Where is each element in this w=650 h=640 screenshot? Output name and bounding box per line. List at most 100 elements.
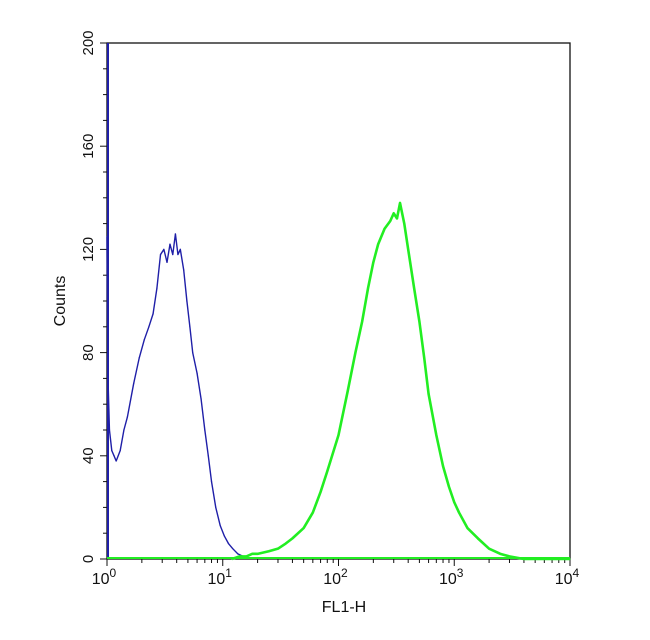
series-point-green (488, 548, 490, 550)
y-tick-label: 160 (80, 134, 97, 159)
x-tick-label-exponent: 3 (457, 566, 464, 580)
series-point-blue (115, 460, 117, 462)
series-point-blue (143, 339, 145, 341)
series-point-green (407, 248, 409, 250)
x-tick-label: 104 (555, 566, 580, 588)
series-point-green (435, 434, 437, 436)
series-point-green (256, 553, 259, 555)
y-tick-label: 80 (80, 344, 97, 361)
series-point-blue (186, 300, 188, 302)
x-tick-label-base: 10 (92, 571, 110, 588)
x-axis-ticks (106, 559, 571, 566)
series-point-blue (215, 506, 217, 508)
series-point-green (268, 550, 270, 552)
x-tick-label-exponent: 1 (225, 566, 232, 580)
y-axis-ticks (100, 42, 107, 560)
series-point-blue (156, 287, 158, 289)
series-point-blue (119, 450, 121, 452)
series-point-green (466, 527, 469, 529)
series-point-blue (169, 243, 171, 245)
series-point-blue (133, 382, 135, 385)
series-point-green (337, 434, 340, 436)
x-tick-label: 103 (439, 566, 464, 588)
series-point-green (448, 486, 450, 488)
x-tick-label: 100 (92, 566, 117, 588)
series-point-blue (179, 248, 181, 250)
series-point-green (319, 491, 322, 493)
series-point-green (285, 542, 287, 545)
series-point-green (396, 217, 398, 220)
y-axis-label: Counts (52, 276, 69, 327)
series-point-blue (223, 535, 225, 537)
x-axis-tick-labels: 100 101 102 103 104 (92, 566, 580, 588)
series-point-green (508, 555, 511, 558)
series-point-green (303, 527, 305, 529)
series-point-blue (177, 253, 179, 256)
series-group (106, 43, 571, 561)
series-point-blue (159, 253, 162, 256)
series-point-green (354, 352, 357, 354)
x-tick-label-base: 10 (439, 571, 457, 588)
series-point-blue (207, 455, 209, 457)
series-point-green (377, 243, 379, 245)
series-point-blue (111, 450, 113, 452)
series-point-green (399, 202, 401, 204)
series-point-green (413, 287, 415, 289)
series-point-blue (192, 352, 194, 354)
x-tick-label-base: 10 (555, 571, 573, 588)
series-point-green (393, 212, 395, 214)
series-point-green (291, 537, 294, 539)
series-point-blue (204, 429, 206, 431)
series-point-green (326, 470, 328, 472)
series-point-blue (123, 429, 125, 431)
x-tick-label: 101 (208, 566, 233, 588)
series-point-blue (237, 553, 239, 555)
series-point-blue (174, 233, 177, 235)
series-point-blue (138, 357, 140, 359)
series-point-green (499, 553, 501, 555)
series-point-green (245, 555, 247, 558)
series-point-green (277, 548, 279, 550)
series-point-blue (166, 261, 168, 263)
series-point-green (312, 511, 314, 514)
series-point-green (251, 553, 253, 555)
x-tick-label-base: 10 (323, 571, 341, 588)
series-point-blue (108, 429, 111, 431)
series-point-blue (126, 416, 128, 418)
series-point-green (477, 537, 479, 539)
series-point-green (458, 511, 460, 514)
series-point-green (418, 321, 421, 323)
x-tick-label: 102 (323, 566, 348, 588)
y-axis-tick-labels: 0 40 80 120 160 200 (80, 30, 97, 563)
x-axis-label: FL1-H (322, 599, 366, 616)
x-tick-label-exponent: 4 (573, 566, 580, 580)
series-point-green (239, 555, 241, 558)
series-point-green (389, 220, 391, 222)
series-point-green (427, 393, 430, 395)
y-tick-label: 40 (80, 447, 97, 464)
x-tick-label-exponent: 2 (341, 566, 348, 580)
x-tick-label-base: 10 (208, 571, 226, 588)
y-tick-label: 0 (80, 555, 97, 563)
series-point-blue (163, 248, 165, 250)
series-point-blue (183, 269, 185, 271)
series-point-blue (189, 326, 191, 328)
y-tick-label: 120 (80, 237, 97, 262)
series-point-green (383, 228, 386, 230)
series-point-green (442, 465, 444, 467)
series-point-blue (113, 455, 115, 457)
series-point-blue (227, 542, 230, 545)
series-point-green (453, 501, 455, 503)
x-tick-label-exponent: 0 (110, 566, 117, 580)
series-line-green (231, 201, 570, 561)
series-point-blue (152, 313, 154, 315)
series-point-green (372, 261, 374, 263)
series-point-blue (232, 548, 234, 550)
series-point-green (347, 390, 349, 392)
series-point-green (403, 223, 405, 225)
series-point-blue (219, 524, 221, 527)
series-point-blue (210, 481, 213, 483)
